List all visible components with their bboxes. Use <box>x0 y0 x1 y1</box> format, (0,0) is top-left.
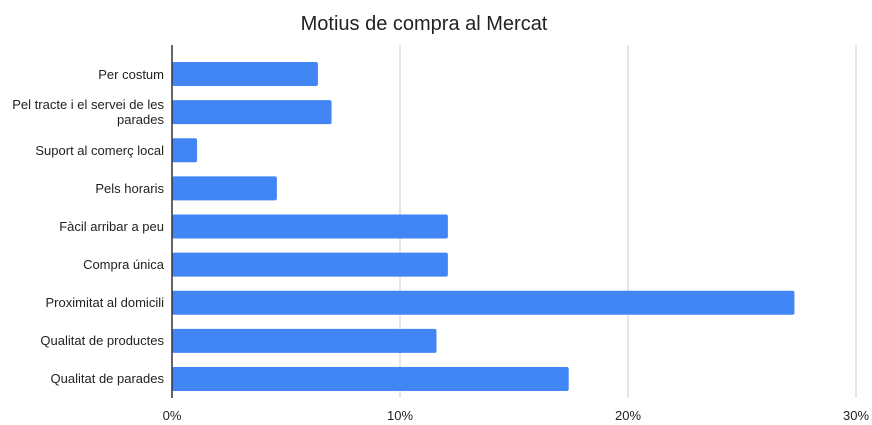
bar <box>172 214 448 239</box>
bar <box>172 366 569 391</box>
bar <box>172 252 448 277</box>
x-tick-label: 10% <box>387 408 413 423</box>
bar <box>172 100 332 125</box>
y-tick-label: Qualitat de productes <box>40 333 164 349</box>
bar <box>172 176 277 201</box>
bar <box>172 290 795 315</box>
bar <box>172 328 437 353</box>
bar <box>172 138 198 163</box>
y-tick-label: Compra única <box>83 257 164 273</box>
bar <box>172 62 318 87</box>
y-tick-label: Suport al comerç local <box>35 142 164 158</box>
y-tick-label: Pels horaris <box>95 180 164 196</box>
y-tick-label: Qualitat de parades <box>50 371 164 387</box>
x-tick-label: 20% <box>615 408 641 423</box>
y-tick-label: Pel tracte i el servei de les parades <box>12 97 164 128</box>
chart-title: Motius de compra al Mercat <box>301 13 548 35</box>
x-tick-label: 30% <box>843 408 869 423</box>
x-tick-label: 0% <box>163 408 182 423</box>
y-tick-label: Proximitat al domicili <box>45 295 164 311</box>
y-tick-label: Fàcil arribar a peu <box>59 219 164 234</box>
y-tick-label: Per costum <box>98 66 164 82</box>
